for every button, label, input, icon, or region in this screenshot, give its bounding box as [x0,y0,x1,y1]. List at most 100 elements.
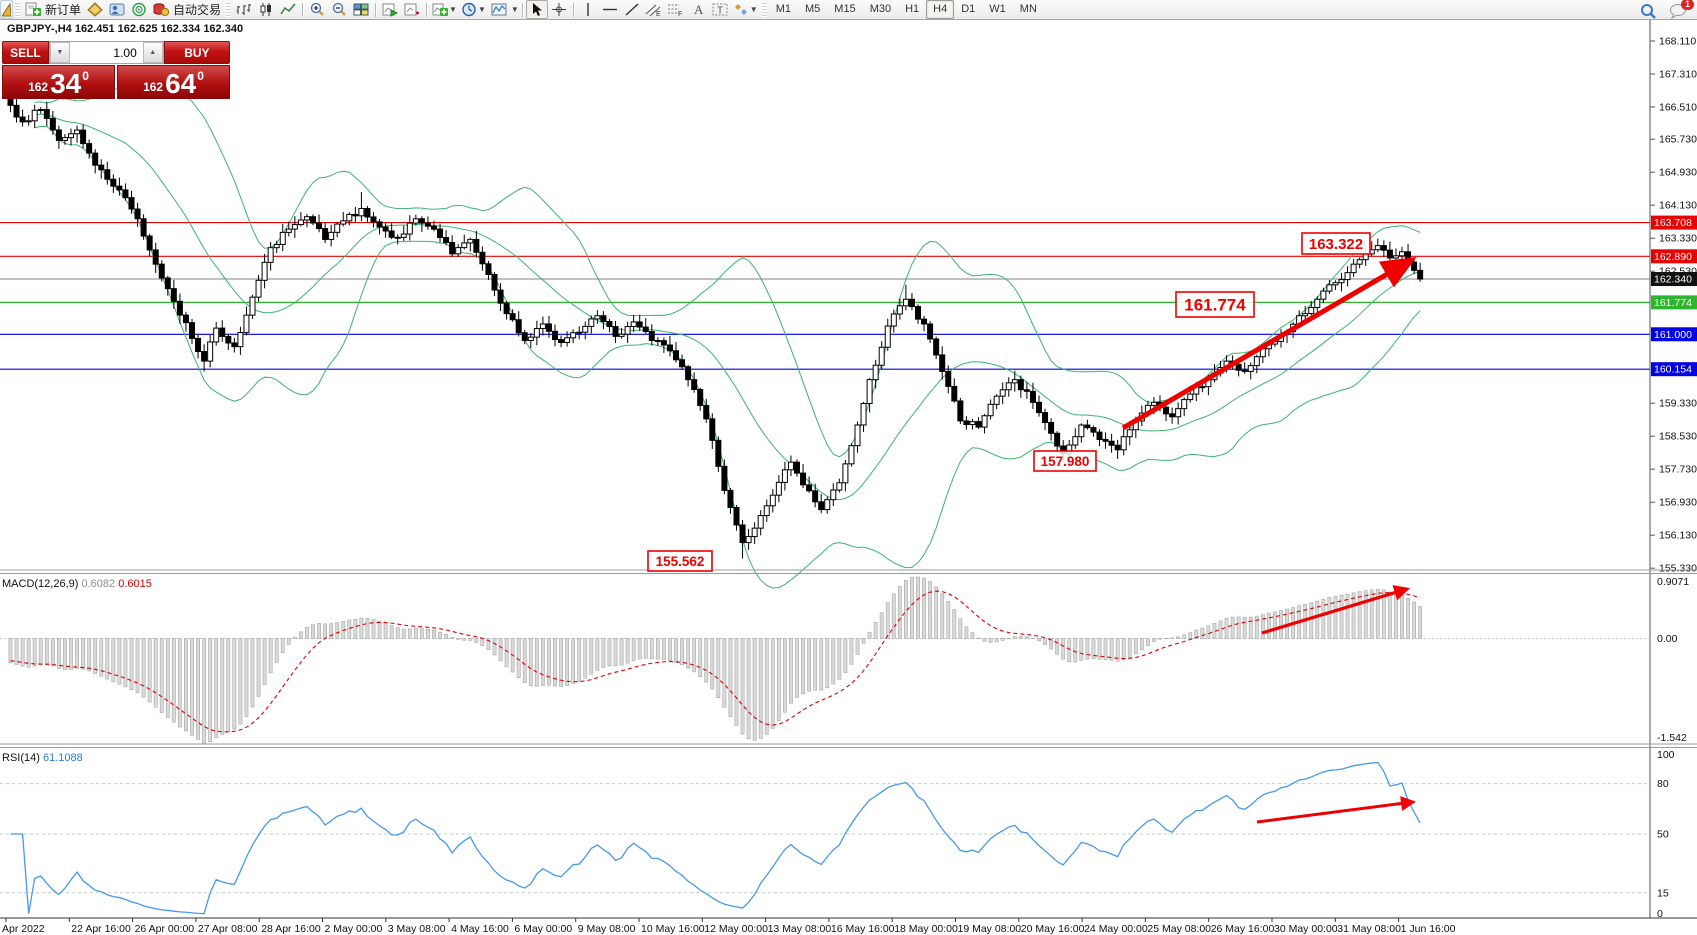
buy-price-sup: 0 [197,69,204,83]
annotation-box-155.562[interactable] [647,550,713,572]
zoom-in-icon[interactable] [306,0,328,19]
notification-badge: 1 [1680,0,1694,10]
timeframe-button-H4[interactable]: H4 [926,0,955,19]
trend-arrow-macd[interactable] [1261,585,1411,635]
sell-price-small: 162 [28,80,49,94]
buy-price-display[interactable]: 162 64 0 [117,65,230,99]
text-tool[interactable]: A [687,0,709,19]
svg-text:27 Apr 08:00: 27 Apr 08:00 [198,923,258,935]
new-chart-button[interactable]: ▼ [430,0,459,19]
crosshair-tool[interactable] [548,0,570,19]
toolbar-separator [302,2,304,17]
svg-text:9 May 08:00: 9 May 08:00 [578,923,636,935]
horizontal-line-tool[interactable] [599,0,621,19]
market-watch-icon[interactable] [84,0,106,19]
chart-shift-icon[interactable] [401,0,423,19]
bollinger-middle-band [34,113,1421,501]
svg-text:161.000: 161.000 [1654,329,1692,341]
trendline-tool[interactable] [621,0,643,19]
new-order-label[interactable]: 新订单 [45,3,82,17]
data-window-icon[interactable] [106,0,128,19]
rsi-line [10,761,1421,915]
fibonacci-tool[interactable]: F [665,0,687,19]
new-order-button[interactable] [22,0,44,19]
periodicity-dropdown-arrow[interactable]: ▼ [477,5,486,14]
volume-box: ▼ ▲ [48,41,164,64]
toolbar-grip [15,2,20,17]
svg-text:6 May 00:00: 6 May 00:00 [514,923,572,935]
svg-text:162.340: 162.340 [1654,274,1692,286]
arrows-tool[interactable]: ▼ [731,0,760,19]
timeframe-button-M30[interactable]: M30 [869,3,892,15]
svg-text:160.154: 160.154 [1654,364,1692,376]
arrows-dropdown-arrow[interactable]: ▼ [749,5,758,14]
volume-input[interactable] [69,42,143,63]
indicators-icon[interactable] [488,0,510,19]
toolbar-separator [572,2,574,17]
svg-text:163.330: 163.330 [1659,233,1697,245]
cursor-tool[interactable] [525,0,548,19]
toolbar-separator [375,2,377,17]
timeframe-button-M1[interactable]: M1 [775,3,791,15]
volume-decrease-button[interactable]: ▼ [49,42,70,63]
svg-text:T: T [717,6,723,17]
equidistant-channel-tool[interactable]: E [643,0,665,19]
timeframe-button-M5[interactable]: M5 [805,3,821,15]
buy-price-small: 162 [143,80,164,94]
line-chart-type-icon[interactable] [277,0,299,19]
timeframe-button-D1[interactable]: D1 [961,3,976,15]
timeframe-button-H1[interactable]: H1 [905,3,920,15]
volume-increase-button[interactable]: ▲ [142,42,163,63]
annotation-box-157.980[interactable] [1033,450,1097,472]
zoom-out-icon[interactable] [328,0,350,19]
strategy-tester-icon[interactable] [379,0,401,19]
buy-price-big: 64 [165,68,197,99]
trend-arrow-rsi[interactable] [1256,796,1416,824]
timeframe-button-W1[interactable]: W1 [989,3,1006,15]
svg-text:26 Apr 00:00: 26 Apr 00:00 [135,923,195,935]
svg-text:18 May 00:00: 18 May 00:00 [894,923,958,935]
svg-text:A: A [694,2,704,17]
text-label-tool[interactable]: T [709,0,731,19]
annotation-box-163.322[interactable] [1301,232,1371,255]
annotation-box-161.774[interactable] [1175,291,1255,318]
indicators-dropdown-arrow[interactable]: ▼ [510,5,519,14]
sell-price-display[interactable]: 162 34 0 [2,65,115,99]
main-chart-panel[interactable] [0,20,1650,570]
autotrading-label[interactable]: 自动交易 [173,3,222,17]
svg-text:100: 100 [1657,749,1675,761]
svg-text:28 Apr 16:00: 28 Apr 16:00 [261,923,321,935]
svg-text:162.890: 162.890 [1654,251,1692,263]
svg-text:4 May 16:00: 4 May 16:00 [451,923,509,935]
sell-button[interactable]: SELL [2,41,49,64]
svg-text:164.930: 164.930 [1659,167,1697,179]
periodicity-button[interactable]: ▼ [459,0,488,19]
navigator-icon[interactable] [128,0,150,19]
svg-text:Apr 2022: Apr 2022 [2,923,45,935]
rsi-panel[interactable] [0,746,1650,918]
svg-text:-1.542: -1.542 [1657,732,1687,744]
tile-windows-icon[interactable] [350,0,372,19]
toolbar-separator [521,2,523,17]
timeframe-group: M1 M5 M15 M30 H1 H4 D1 W1 MN [769,0,1044,19]
one-click-trading-panel: SELL ▼ ▲ BUY 162 34 0 162 64 0 [2,41,231,99]
bollinger-lower-band [34,125,1421,589]
svg-text:156.930: 156.930 [1659,497,1697,509]
bar-chart-type-icon[interactable] [233,0,255,19]
timeframe-button-MN[interactable]: MN [1019,3,1037,15]
svg-text:157.980: 157.980 [1041,454,1090,469]
candlestick-type-icon[interactable] [255,0,277,19]
buy-button[interactable]: BUY [163,41,231,64]
svg-text:165.730: 165.730 [1659,134,1697,146]
vertical-line-tool[interactable] [577,0,599,19]
timeframe-button-M15[interactable]: M15 [834,3,856,15]
svg-text:168.110: 168.110 [1659,36,1696,48]
autotrading-icon[interactable] [150,0,172,19]
svg-text:155.562: 155.562 [656,554,705,569]
notifications-icon[interactable]: 1 [1667,0,1694,20]
search-icon[interactable] [1637,1,1659,20]
rsi-axis: 100 80 50 15 0 [1657,749,1675,920]
trend-arrow-main[interactable] [1121,256,1417,431]
new-chart-dropdown-arrow[interactable]: ▼ [449,5,457,14]
